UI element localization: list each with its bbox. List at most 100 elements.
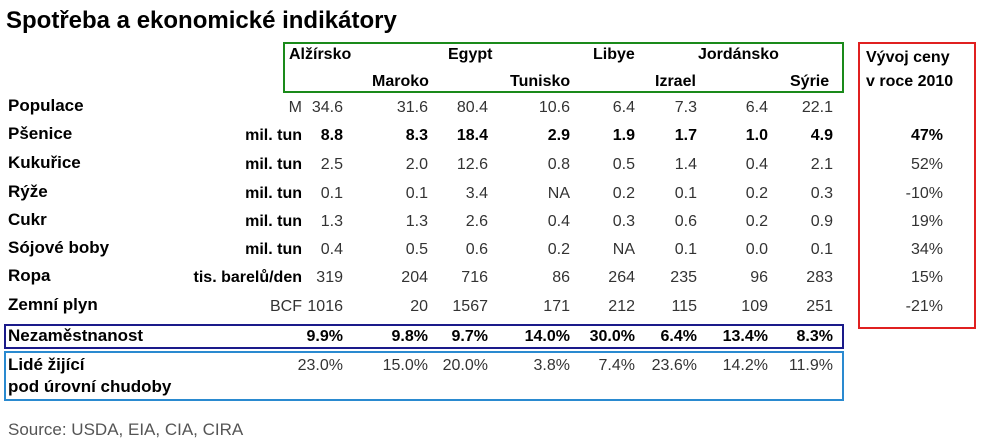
row-unit: tis. barelů/den: [193, 269, 302, 286]
cell: 15.0%: [382, 357, 428, 374]
country: Izrael: [655, 73, 696, 90]
country: Maroko: [372, 73, 429, 90]
cell: 9.7%: [451, 328, 488, 345]
cell: 8.3: [405, 127, 428, 144]
cell: 13.4%: [722, 328, 768, 345]
cell: 1.0: [745, 127, 768, 144]
cell: 1.4: [674, 156, 697, 173]
cell: 283: [806, 269, 833, 286]
cell: 14.0%: [524, 328, 570, 345]
cell: 0.2: [745, 185, 768, 202]
cell: 0.2: [745, 213, 768, 230]
cell: 20.0%: [442, 357, 488, 374]
cell: 0.5: [405, 241, 428, 258]
cell: 204: [401, 269, 428, 286]
row-unit: M: [288, 99, 302, 116]
cell: 9.8%: [391, 328, 428, 345]
countries-box: [283, 42, 844, 93]
row-unit: mil. tun: [245, 213, 302, 230]
row-label: Rýže: [8, 182, 48, 201]
cell: 0.4: [745, 156, 768, 173]
row-label: Kukuřice: [8, 153, 81, 172]
cell: 0.1: [810, 241, 833, 258]
cell: 0.1: [405, 185, 428, 202]
cell: 6.4: [612, 99, 635, 116]
cell: NA: [612, 241, 635, 258]
poverty-box: [4, 351, 844, 401]
cell: 1567: [452, 298, 488, 315]
country: Egypt: [448, 46, 493, 63]
cell: 171: [543, 298, 570, 315]
unemployment-box: [4, 324, 844, 349]
cell: 0.2: [612, 185, 635, 202]
price-change: 34%: [910, 241, 943, 258]
cell: 80.4: [456, 99, 488, 116]
row-label: Lidé žijící: [8, 355, 85, 374]
cell: 8.8: [320, 127, 343, 144]
cell: 14.2%: [722, 357, 768, 374]
cell: 34.6: [311, 99, 343, 116]
cell: 2.1: [810, 156, 833, 173]
cell: 3.4: [465, 185, 488, 202]
cell: 6.4%: [660, 328, 697, 345]
cell: 1.3: [405, 213, 428, 230]
cell: 6.4: [745, 99, 768, 116]
cell: 4.9: [810, 127, 833, 144]
cell: 30.0%: [589, 328, 635, 345]
cell: 9.9%: [306, 328, 343, 345]
cell: 0.1: [320, 185, 343, 202]
row-unit: BCF: [270, 298, 302, 315]
cell: 0.2: [547, 241, 570, 258]
price-change: -21%: [905, 298, 943, 315]
price-header: v roce 2010: [866, 73, 954, 90]
source: Source: USDA, EIA, CIA, CIRA: [8, 420, 244, 439]
country: Tunisko: [510, 73, 571, 90]
cell: 20: [410, 298, 428, 315]
cell: 0.8: [547, 156, 570, 173]
cell: 10.6: [538, 99, 570, 116]
cell: 251: [806, 298, 833, 315]
row-unit: mil. tun: [245, 127, 302, 144]
price-change: 15%: [910, 269, 943, 286]
row-label: Nezaměstnanost: [8, 326, 144, 345]
cell: 11.9%: [788, 357, 833, 374]
cell: 1.9: [612, 127, 635, 144]
cell: 22.1: [801, 99, 833, 116]
row-label: Zemní plyn: [8, 295, 98, 314]
cell: 7.3: [674, 99, 697, 116]
cell: 0.4: [320, 241, 343, 258]
cell: 2.5: [320, 156, 343, 173]
row-label: Populace: [8, 96, 84, 115]
cell: 1.7: [674, 127, 697, 144]
row-label: pod úrovní chudoby: [8, 377, 172, 396]
cell: 212: [608, 298, 635, 315]
row-unit: mil. tun: [245, 185, 302, 202]
country: Jordánsko: [698, 46, 779, 63]
cell: 0.3: [810, 185, 833, 202]
cell: 0.5: [612, 156, 635, 173]
cell: 3.8%: [533, 357, 570, 374]
price-change: 52%: [910, 156, 943, 173]
cell: 12.6: [456, 156, 488, 173]
cell: 31.6: [396, 99, 428, 116]
row-unit: mil. tun: [245, 241, 302, 258]
cell: 0.0: [745, 241, 768, 258]
cell: 319: [316, 269, 343, 286]
row-label: Ropa: [8, 266, 51, 285]
price-change: 47%: [910, 127, 943, 144]
cell: 1.3: [320, 213, 343, 230]
cell: 264: [608, 269, 635, 286]
cell: NA: [547, 185, 570, 202]
cell: 18.4: [456, 127, 488, 144]
title: Spotřeba a ekonomické indikátory: [6, 7, 397, 34]
country: Libye: [593, 46, 635, 63]
row-label: Sójové boby: [8, 238, 110, 257]
cell: 0.1: [674, 185, 697, 202]
cell: 716: [461, 269, 488, 286]
cell: 109: [741, 298, 768, 315]
cell: 0.4: [547, 213, 570, 230]
cell: 0.6: [465, 241, 488, 258]
cell: 8.3%: [796, 328, 833, 345]
country: Sýrie: [790, 73, 830, 90]
cell: 0.3: [612, 213, 635, 230]
